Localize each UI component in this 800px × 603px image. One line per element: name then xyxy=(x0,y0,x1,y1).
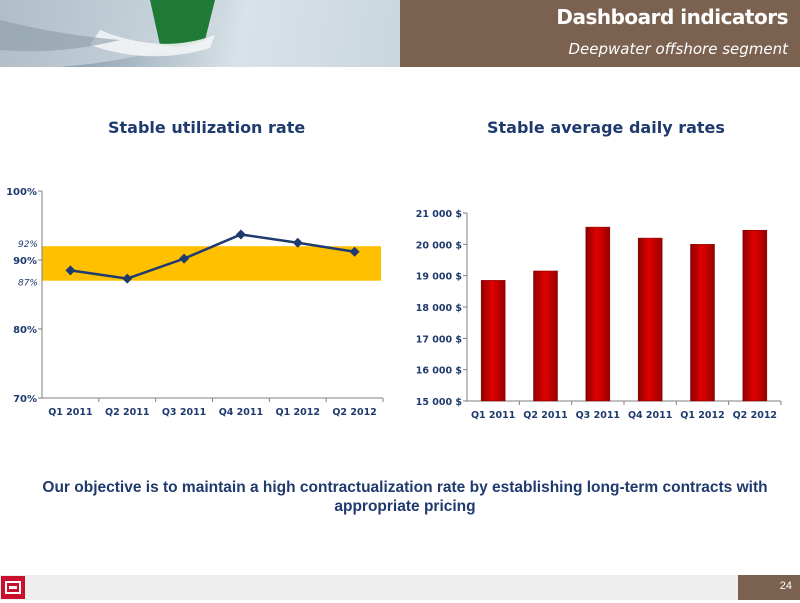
utilization-point xyxy=(65,265,76,276)
header-photo xyxy=(0,0,400,67)
daily-rate-bar xyxy=(690,244,715,402)
x-tick-label: Q4 2011 xyxy=(628,410,672,421)
page-subtitle: Deepwater offshore segment xyxy=(568,40,789,58)
utilization-chart-title: Stable utilization rate xyxy=(108,118,306,137)
utilization-point xyxy=(235,229,246,240)
daily-rate-bar xyxy=(533,270,558,402)
x-tick-label: Q2 2011 xyxy=(105,407,149,418)
y-tick-label: 16 000 $ xyxy=(416,366,462,377)
utilization-series-line xyxy=(70,233,355,280)
utilization-point xyxy=(349,246,360,257)
daily-rate-bar xyxy=(742,229,768,402)
page-title: Dashboard indicators xyxy=(556,5,788,29)
x-tick-label: Q3 2011 xyxy=(576,410,620,421)
y-tick-label: 15 000 $ xyxy=(416,397,462,408)
ship-image xyxy=(0,0,230,67)
y-tick-label: 90% xyxy=(13,256,37,267)
y-tick-label: 18 000 $ xyxy=(416,303,462,314)
x-tick-label: Q1 2011 xyxy=(471,410,515,421)
page-number-box: 24 xyxy=(738,575,800,600)
x-tick-label: Q2 2012 xyxy=(332,407,376,418)
page-number: 24 xyxy=(779,580,792,592)
y-tick-label: 20 000 $ xyxy=(416,240,462,251)
daily-rate-bar xyxy=(585,226,611,402)
x-tick-label: Q1 2012 xyxy=(276,407,320,418)
utilization-line-chart: 70% 80% 90% 100% 92% 87% Q1 2011 Q2 2011 Q3 2011… xyxy=(6,187,384,418)
x-tick-label: Q2 2012 xyxy=(733,410,777,421)
band-high-label: 92% xyxy=(18,240,38,250)
y-tick-label: 21 000 $ xyxy=(416,209,462,220)
band-low-label: 87% xyxy=(18,279,38,289)
daily-rates-chart-title: Stable average daily rates xyxy=(487,118,725,137)
y-tick-label: 70% xyxy=(13,394,37,405)
company-logo xyxy=(1,576,25,599)
daily-rates-bar-chart: 15 000 $ 16 000 $ 17 000 $ 18 000 $ 19 000 $… xyxy=(416,209,782,421)
footer-bar xyxy=(0,575,800,600)
x-tick-label: Q1 2012 xyxy=(680,410,724,421)
y-tick-label: 19 000 $ xyxy=(416,272,462,283)
y-tick-label: 17 000 $ xyxy=(416,334,462,345)
daily-rate-bar xyxy=(637,237,663,402)
objective-text: Our objective is to maintain a high cont… xyxy=(42,479,768,515)
y-tick-label: 100% xyxy=(6,187,37,198)
x-tick-label: Q4 2011 xyxy=(219,407,263,418)
x-tick-label: Q1 2011 xyxy=(48,407,92,418)
utilization-point xyxy=(179,253,190,264)
y-tick-label: 80% xyxy=(13,325,37,336)
header-title-box: Dashboard indicators Deepwater offshore … xyxy=(400,0,800,67)
utilization-point xyxy=(292,237,303,248)
x-tick-label: Q2 2011 xyxy=(523,410,567,421)
utilization-point xyxy=(122,273,133,284)
daily-rate-bar xyxy=(480,280,506,402)
x-tick-label: Q3 2011 xyxy=(162,407,206,418)
